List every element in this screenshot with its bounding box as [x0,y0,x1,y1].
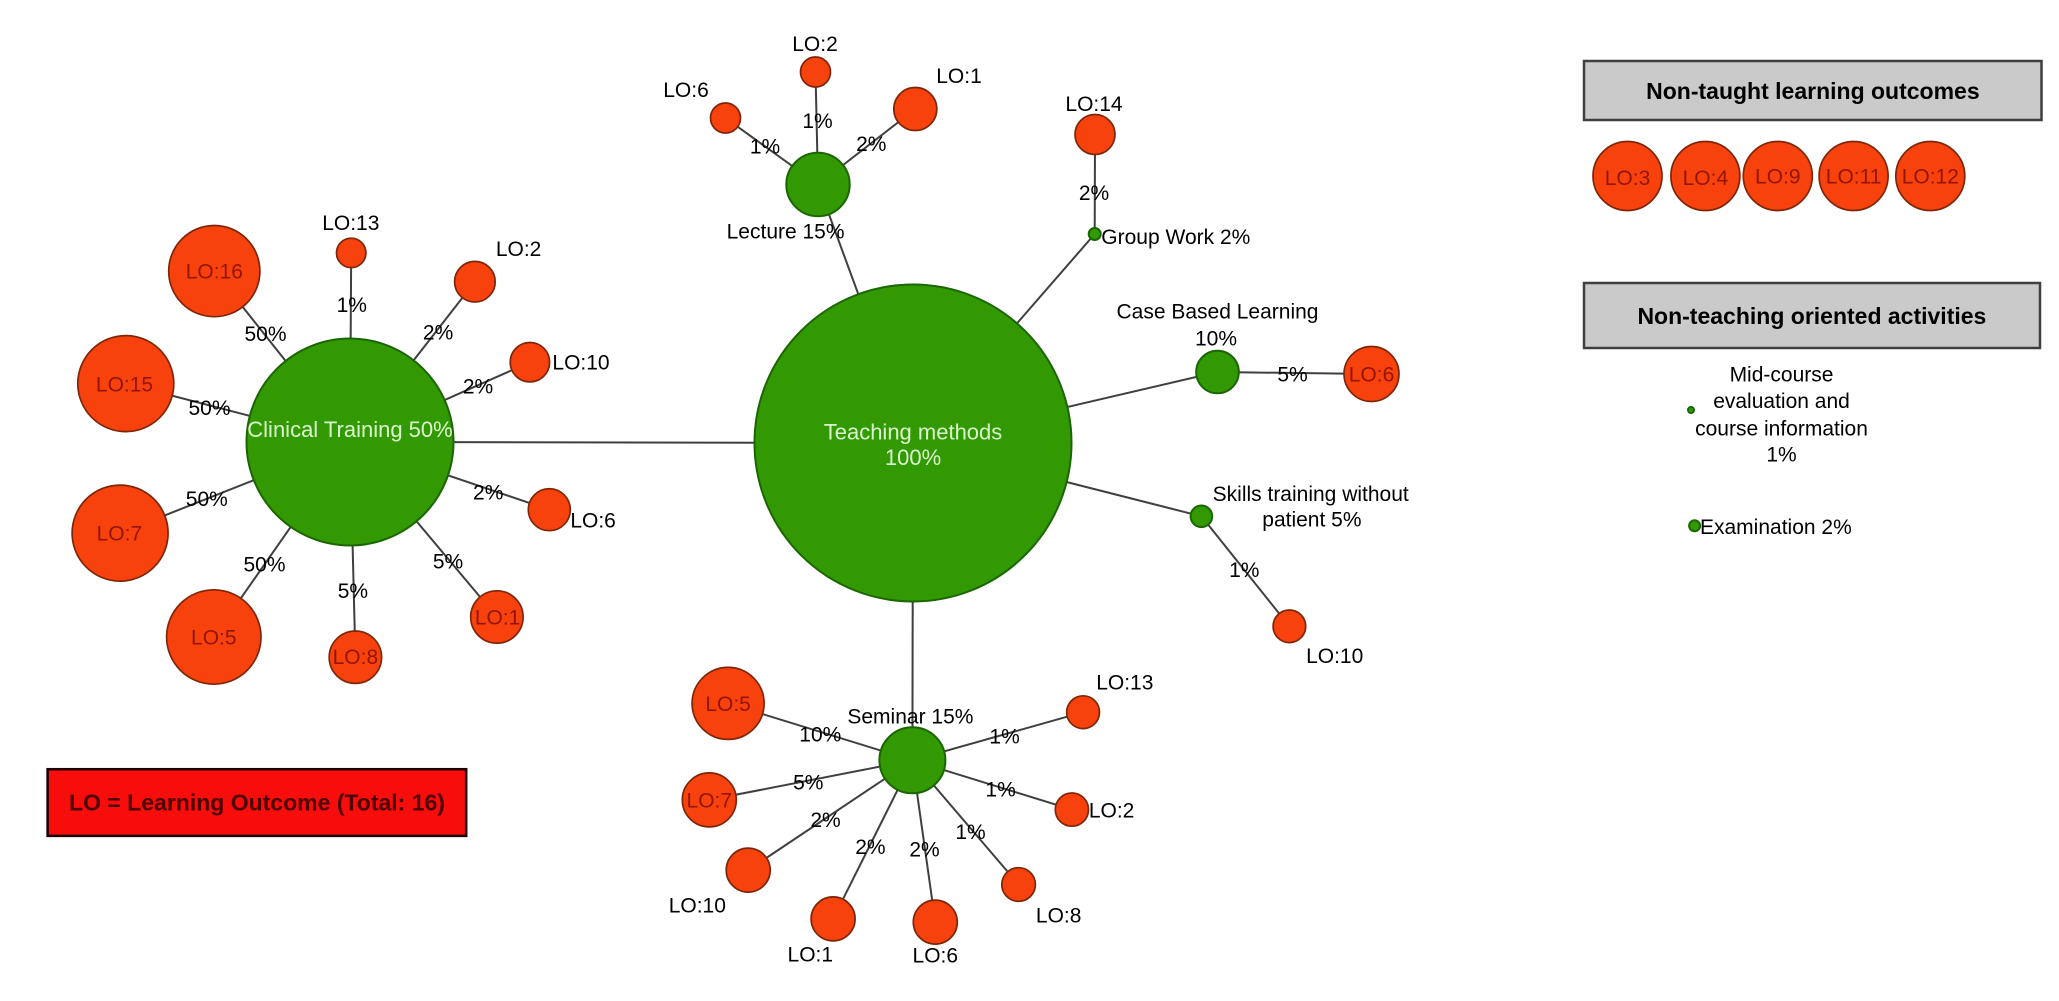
svg-text:course information: course information [1695,417,1868,440]
svg-text:1%: 1% [985,778,1015,801]
svg-text:1%: 1% [1229,559,1259,582]
svg-text:LO:10: LO:10 [1306,645,1363,668]
svg-text:LO:2: LO:2 [496,238,542,261]
svg-text:5%: 5% [338,580,368,603]
svg-text:1%: 1% [750,136,780,159]
svg-text:Non-teaching oriented activiti: Non-teaching oriented activities [1637,303,1986,329]
svg-text:LO:5: LO:5 [705,693,751,716]
svg-text:LO:2: LO:2 [792,33,838,56]
svg-text:2%: 2% [909,839,939,862]
svg-text:50%: 50% [186,488,228,511]
svg-text:LO:7: LO:7 [97,522,143,545]
svg-text:5%: 5% [433,550,463,573]
svg-text:2%: 2% [1079,182,1109,205]
svg-text:LO:12: LO:12 [1902,165,1959,188]
svg-text:2%: 2% [856,133,886,156]
svg-text:2%: 2% [463,376,493,399]
svg-text:1%: 1% [989,726,1019,749]
svg-text:Case Based Learning: Case Based Learning [1117,300,1319,323]
svg-text:LO:13: LO:13 [322,212,379,235]
svg-text:50%: 50% [188,397,230,420]
svg-text:5%: 5% [793,772,823,795]
svg-text:10%: 10% [1195,327,1237,350]
svg-text:LO:13: LO:13 [1096,671,1153,694]
svg-text:LO:4: LO:4 [1683,167,1729,190]
svg-text:LO:5: LO:5 [191,626,237,649]
svg-text:LO:10: LO:10 [669,895,726,918]
svg-text:LO:6: LO:6 [570,510,616,533]
svg-text:LO:1: LO:1 [936,65,982,88]
svg-text:100%: 100% [885,445,941,470]
svg-text:LO:1: LO:1 [475,606,521,629]
svg-text:LO:7: LO:7 [687,789,733,812]
svg-text:LO:15: LO:15 [96,374,153,397]
svg-text:LO:3: LO:3 [1605,167,1651,190]
svg-text:2%: 2% [423,321,453,344]
svg-text:Examination 2%: Examination 2% [1700,516,1852,539]
svg-text:evaluation and: evaluation and [1713,390,1850,413]
svg-text:LO:8: LO:8 [333,646,379,669]
svg-text:Group Work 2%: Group Work 2% [1101,226,1250,249]
svg-text:patient 5%: patient 5% [1262,508,1361,531]
svg-text:LO:11: LO:11 [1826,165,1882,188]
svg-text:LO:14: LO:14 [1065,93,1123,116]
svg-text:1%: 1% [802,110,832,133]
svg-text:LO:6: LO:6 [1349,363,1395,386]
svg-text:Seminar 15%: Seminar 15% [847,706,973,729]
svg-text:LO:10: LO:10 [552,351,609,374]
svg-text:2%: 2% [855,836,885,859]
svg-text:Non-taught learning outcomes: Non-taught learning outcomes [1646,78,1980,104]
svg-text:1%: 1% [1766,443,1796,466]
svg-text:Teaching methods: Teaching methods [824,420,1003,445]
svg-text:Clinical Training 50%: Clinical Training 50% [247,417,452,442]
svg-text:Mid-course: Mid-course [1730,364,1834,387]
svg-text:LO = Learning Outcome (Total:: LO = Learning Outcome (Total: 16) [69,790,445,816]
svg-text:LO:6: LO:6 [663,79,709,102]
svg-text:LO:16: LO:16 [186,260,243,283]
svg-text:Skills training without: Skills training without [1213,483,1409,506]
svg-text:50%: 50% [243,553,285,576]
svg-text:2%: 2% [810,809,840,832]
svg-text:Lecture 15%: Lecture 15% [727,220,845,243]
svg-text:1%: 1% [337,294,367,317]
svg-text:2%: 2% [473,482,503,505]
svg-text:LO:2: LO:2 [1089,799,1135,822]
svg-text:1%: 1% [955,821,985,844]
svg-text:50%: 50% [244,323,286,346]
svg-text:LO:9: LO:9 [1755,165,1801,188]
svg-text:LO:8: LO:8 [1036,904,1082,927]
svg-text:10%: 10% [799,724,841,747]
svg-text:LO:6: LO:6 [913,944,959,967]
svg-text:LO:1: LO:1 [788,944,834,967]
svg-text:5%: 5% [1277,363,1307,386]
